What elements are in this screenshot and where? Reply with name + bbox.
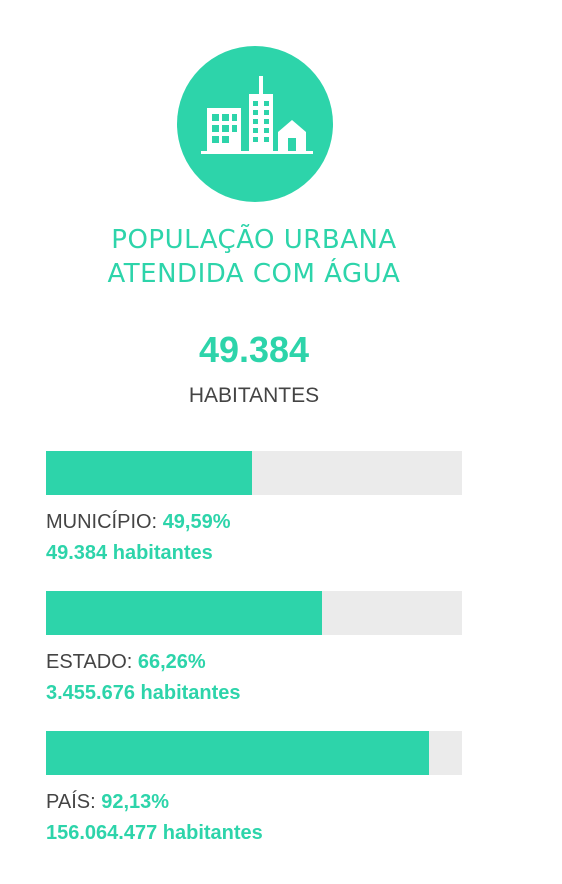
- page-title-line-2: ATENDIDA COM ÁGUA: [107, 259, 401, 289]
- page-title-line-1: POPULAÇÃO URBANA: [111, 225, 397, 255]
- estado-progress-bar: [46, 591, 462, 635]
- estado-label-text: ESTADO:: [46, 651, 133, 673]
- pais-label-text: PAÍS:: [46, 791, 96, 813]
- estado-count: 3.455.676 habitantes: [46, 682, 241, 704]
- pais-count: 156.064.477 habitantes: [46, 822, 263, 844]
- municipio-stat-label: MUNICÍPIO: 49,59%: [46, 509, 231, 535]
- city-buildings-icon: [177, 46, 333, 202]
- pais-progress-bar: [46, 731, 462, 775]
- municipio-percent: 49,59%: [162, 511, 231, 533]
- municipio-label-text: MUNICÍPIO:: [46, 511, 158, 533]
- population-total-value: 49.384: [198, 329, 310, 370]
- municipio-count: 49.384 habitantes: [46, 542, 213, 564]
- estado-progress-fill: [46, 591, 322, 635]
- population-total-unit: HABITANTES: [188, 384, 320, 407]
- estado-stat-label: ESTADO: 66,26%: [46, 649, 206, 675]
- pais-progress-fill: [46, 731, 430, 775]
- estado-percent: 66,26%: [137, 651, 206, 673]
- pais-stat-label: PAÍS: 92,13%: [46, 789, 169, 815]
- municipio-progress-bar: [46, 451, 462, 495]
- pais-percent: 92,13%: [101, 791, 170, 813]
- municipio-progress-fill: [46, 451, 253, 495]
